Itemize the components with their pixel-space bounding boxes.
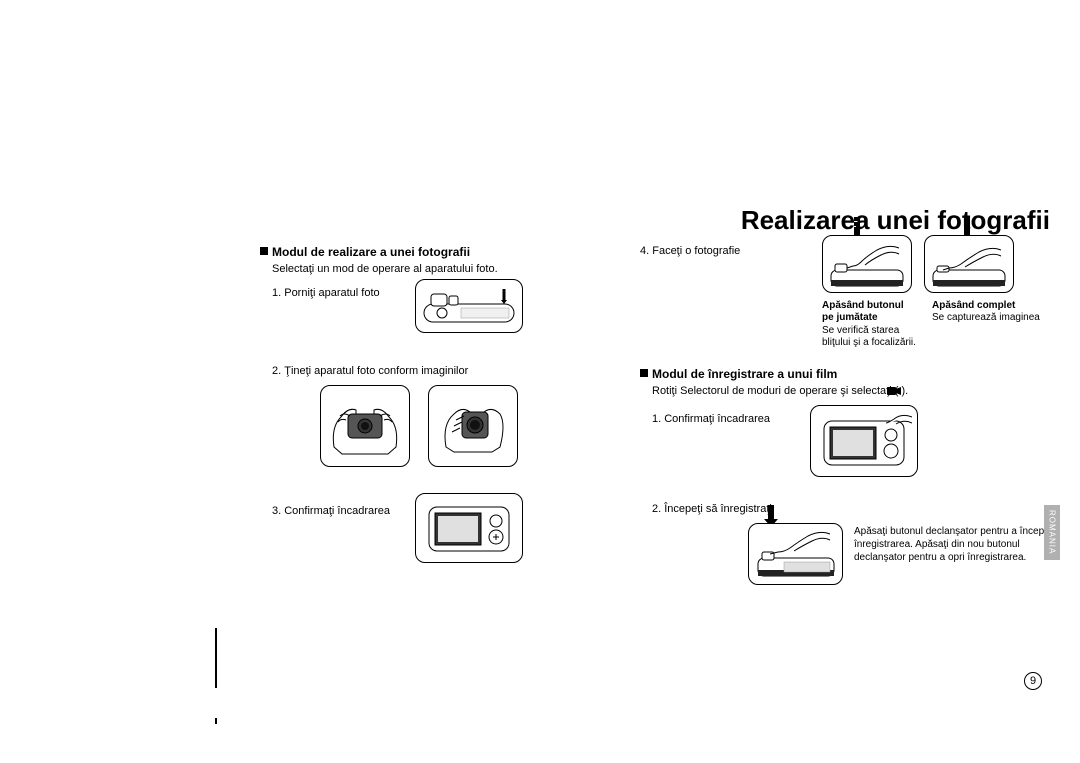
camera-back-illustration <box>415 493 523 563</box>
section2-intro: Rotiţi Selectorul de moduri de operare ş… <box>652 385 925 397</box>
page-number: 9 <box>1024 672 1042 690</box>
full-press-desc: Se capturează imaginea <box>932 312 1040 323</box>
confirm-framing-illustration <box>810 405 918 477</box>
step2-text: 2. Ţineţi aparatul foto conform imaginil… <box>272 365 468 377</box>
section2-step1: 1. Confirmaţi încadrarea <box>652 413 770 425</box>
full-press-label: Apăsând complet <box>932 300 1015 311</box>
hold-camera-front-illustration <box>320 385 410 467</box>
step4-text: 4. Faceţi o fotografie <box>640 245 740 257</box>
step3-text: 3. Confirmaţi încadrarea <box>272 505 390 517</box>
step1-text: 1. Porniţi aparatul foto <box>272 287 380 299</box>
section1-intro: Selectaţi un mod de operare al aparatulu… <box>272 263 498 275</box>
camera-top-illustration <box>415 279 523 333</box>
section2-heading: Modul de înregistrare a unui film <box>640 367 837 381</box>
language-tab: ROMANIA <box>1044 505 1060 560</box>
page-title: Realizarea unei fotografii <box>741 205 1050 236</box>
manual-page: Realizarea unei fotografii Modul de real… <box>220 65 1060 705</box>
half-press-illustration <box>822 235 912 293</box>
section2-intro-text: Rotiţi Selectorul de moduri de operare ş… <box>652 385 908 397</box>
recording-description: Apăsaţi butonul declanşator pentru a înc… <box>854 525 1054 564</box>
movie-mode-icon <box>887 386 901 396</box>
section2-step2: 2. Începeţi să înregistraţi <box>652 503 772 515</box>
section1-heading: Modul de realizare a unei fotografii <box>260 245 470 259</box>
half-press-label: Apăsând butonul pe jumătate <box>822 300 917 324</box>
hold-camera-side-illustration <box>428 385 518 467</box>
half-press-desc: Se verifică starea bliţului şi a focaliz… <box>822 325 927 349</box>
start-recording-illustration <box>748 523 843 585</box>
full-press-illustration <box>924 235 1014 293</box>
